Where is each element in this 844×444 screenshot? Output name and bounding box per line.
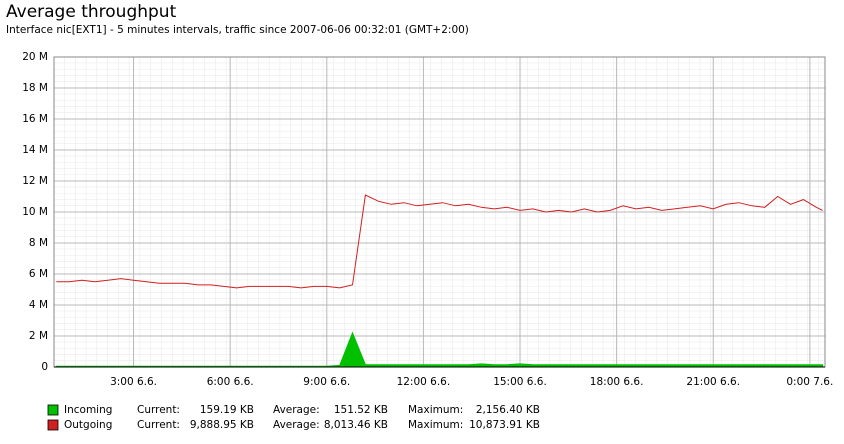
chart-subtitle: Interface nic[EXT1] - 5 minutes interval…: [6, 24, 469, 36]
legend-stat-value: 2,156.40 KB: [476, 404, 540, 416]
x-tick-label: 12:00 6.6.: [397, 376, 451, 388]
y-tick-label: 16 M: [22, 113, 48, 125]
y-tick-label: 10 M: [22, 206, 48, 218]
chart-title: Average throughput: [6, 2, 177, 22]
y-tick-label: 12 M: [22, 175, 48, 187]
legend-stat-label: Maximum:: [408, 404, 463, 416]
legend-stat-value: 8,013.46 KB: [324, 419, 388, 431]
legend-swatch: [47, 404, 59, 416]
y-tick-label: 2 M: [29, 330, 48, 342]
legend-label: Incoming: [64, 404, 112, 416]
legend-swatch: [47, 419, 59, 431]
legend-stat-label: Maximum:: [408, 419, 463, 431]
x-tick-label: 18:00 6.6.: [590, 376, 644, 388]
x-tick-label: 9:00 6.6.: [303, 376, 350, 388]
x-tick-label: 3:00 6.6.: [110, 376, 157, 388]
y-tick-label: 18 M: [22, 82, 48, 94]
series-line: [56, 194, 823, 289]
x-tick-label: 21:00 6.6.: [686, 376, 740, 388]
x-tick-label: 15:00 6.6.: [493, 376, 547, 388]
legend-stat-value: 151.52 KB: [334, 404, 388, 416]
y-tick-label: 4 M: [29, 299, 48, 311]
legend-label: Outgoing: [64, 419, 112, 431]
x-tick-label: 6:00 6.6.: [207, 376, 254, 388]
legend-stat-value: 159.19 KB: [200, 404, 254, 416]
x-tick-label: 0:00 7.6.: [786, 376, 833, 388]
legend-stat-label: Average:: [273, 404, 320, 416]
legend-stat-value: 10,873.91 KB: [469, 419, 540, 431]
legend-stat-label: Current:: [137, 419, 180, 431]
y-tick-label: 6 M: [29, 268, 48, 280]
series-area: [55, 331, 824, 368]
legend-stat-label: Current:: [137, 404, 180, 416]
y-tick-label: 14 M: [22, 144, 48, 156]
y-tick-label: 20 M: [22, 51, 48, 63]
legend-stat-label: Average:: [273, 419, 320, 431]
y-tick-label: 0: [41, 361, 48, 373]
legend-stat-value: 9,888.95 KB: [190, 419, 254, 431]
y-tick-label: 8 M: [29, 237, 48, 249]
